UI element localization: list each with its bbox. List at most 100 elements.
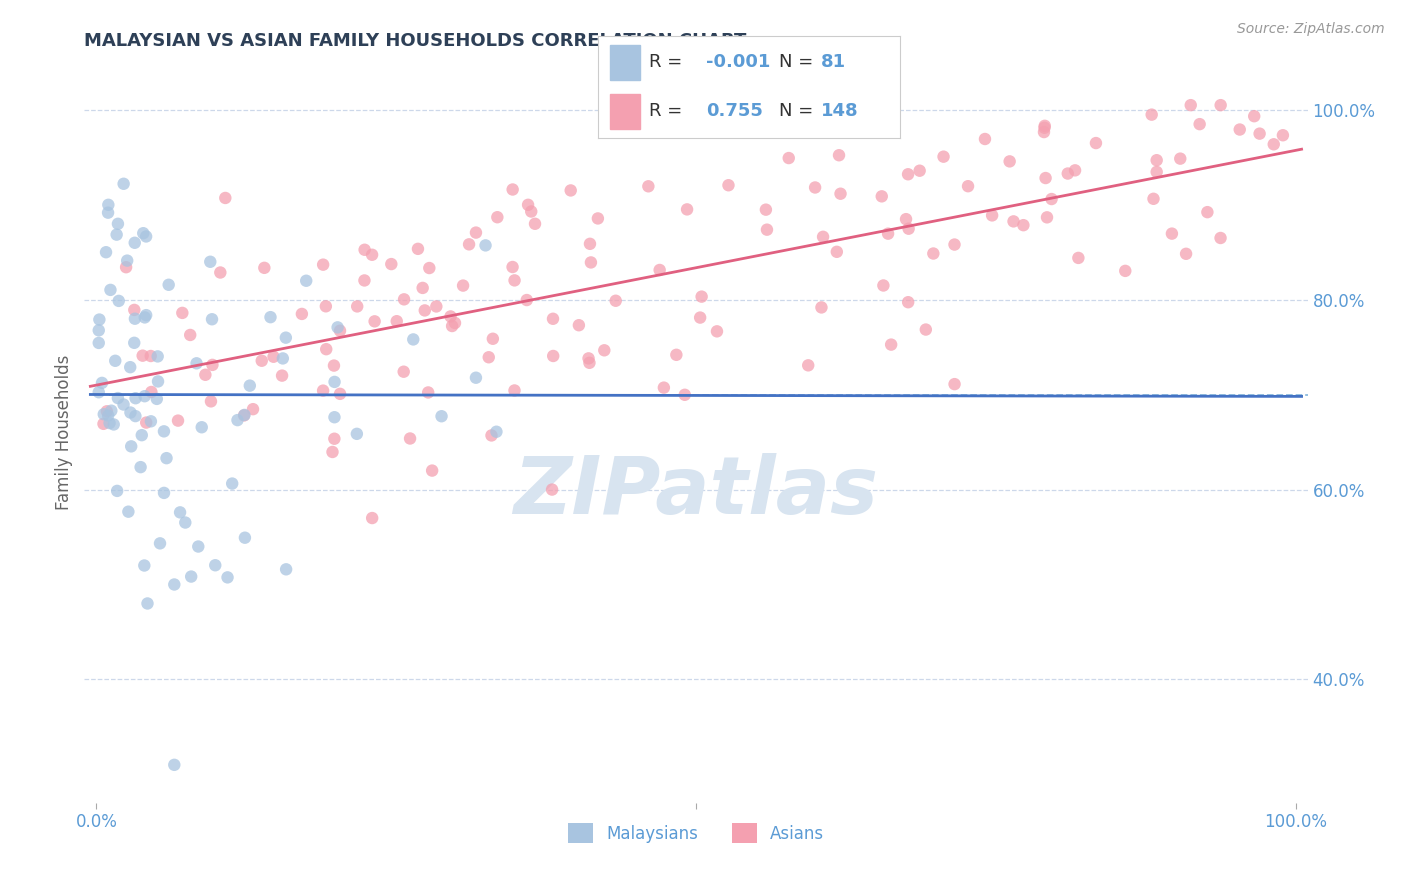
Point: [520, 204, 543, 219]
Point: [201, 358, 224, 372]
Point: [1012, 218, 1035, 232]
Point: [1263, 137, 1285, 152]
Point: [134, 558, 156, 573]
Point: [897, 295, 920, 310]
Point: [412, 281, 434, 295]
Point: [326, 320, 349, 334]
Point: [482, 332, 505, 346]
Point: [465, 370, 488, 384]
Point: [897, 167, 920, 181]
Point: [690, 290, 713, 304]
Point: [167, 414, 190, 428]
Point: [117, 505, 139, 519]
Point: [115, 260, 138, 275]
Text: ZIPatlas: ZIPatlas: [513, 453, 879, 531]
Point: [637, 179, 659, 194]
Point: [516, 293, 538, 307]
Text: 81: 81: [821, 53, 846, 70]
Point: [1033, 120, 1056, 135]
Point: [1002, 214, 1025, 228]
Point: [981, 208, 1004, 222]
Point: [136, 597, 159, 611]
Point: [485, 425, 508, 439]
Point: [1064, 163, 1087, 178]
Point: [392, 293, 415, 307]
Point: [943, 237, 966, 252]
Point: [96, 404, 118, 418]
Point: [93, 417, 115, 431]
Point: [97, 205, 120, 219]
Point: [541, 349, 564, 363]
Point: [146, 392, 169, 406]
Point: [89, 312, 111, 326]
Point: [1142, 192, 1164, 206]
Point: [87, 335, 110, 350]
Point: [451, 278, 474, 293]
Point: [94, 245, 117, 260]
Point: [226, 413, 249, 427]
Point: [1161, 227, 1184, 241]
Point: [872, 278, 894, 293]
Text: Source: ZipAtlas.com: Source: ZipAtlas.com: [1237, 22, 1385, 37]
Point: [135, 308, 157, 322]
Point: [323, 432, 346, 446]
Point: [922, 246, 945, 260]
Point: [361, 511, 384, 525]
Point: [458, 237, 481, 252]
Point: [825, 244, 848, 259]
Point: [894, 212, 917, 227]
Point: [201, 312, 224, 326]
Point: [124, 302, 146, 317]
Point: [1033, 125, 1056, 139]
Point: [1146, 165, 1168, 179]
Point: [478, 351, 501, 365]
Point: [323, 359, 346, 373]
Point: [274, 331, 297, 345]
Point: [214, 191, 236, 205]
Point: [129, 460, 152, 475]
Point: [676, 202, 699, 217]
Point: [1229, 122, 1251, 136]
Point: [486, 211, 509, 225]
Point: [579, 236, 602, 251]
Point: [828, 148, 851, 162]
Point: [105, 227, 128, 242]
Point: [124, 311, 146, 326]
Point: [155, 451, 177, 466]
Point: [1040, 192, 1063, 206]
Point: [568, 318, 591, 333]
Point: [541, 483, 564, 497]
Point: [830, 186, 852, 201]
Point: [406, 242, 429, 256]
Point: [1036, 211, 1059, 225]
Point: [233, 531, 256, 545]
Point: [120, 360, 142, 375]
Point: [131, 349, 153, 363]
Point: [541, 311, 564, 326]
Point: [593, 343, 616, 358]
Point: [502, 182, 524, 196]
Point: [146, 350, 169, 364]
Text: N =: N =: [779, 53, 818, 70]
Point: [122, 335, 145, 350]
Point: [346, 426, 368, 441]
Y-axis label: Family Households: Family Households: [55, 355, 73, 510]
Point: [139, 414, 162, 428]
Point: [897, 221, 920, 235]
Point: [1271, 128, 1294, 143]
Point: [204, 558, 226, 573]
Point: [363, 314, 385, 328]
Point: [163, 577, 186, 591]
Text: -0.001: -0.001: [706, 53, 770, 70]
Point: [153, 486, 176, 500]
Point: [169, 505, 191, 519]
Point: [97, 409, 120, 423]
Point: [353, 243, 375, 257]
Point: [242, 402, 264, 417]
Point: [239, 378, 262, 392]
Point: [877, 227, 900, 241]
Text: R =: R =: [650, 53, 688, 70]
Point: [221, 476, 243, 491]
Point: [1168, 152, 1191, 166]
Point: [100, 403, 122, 417]
